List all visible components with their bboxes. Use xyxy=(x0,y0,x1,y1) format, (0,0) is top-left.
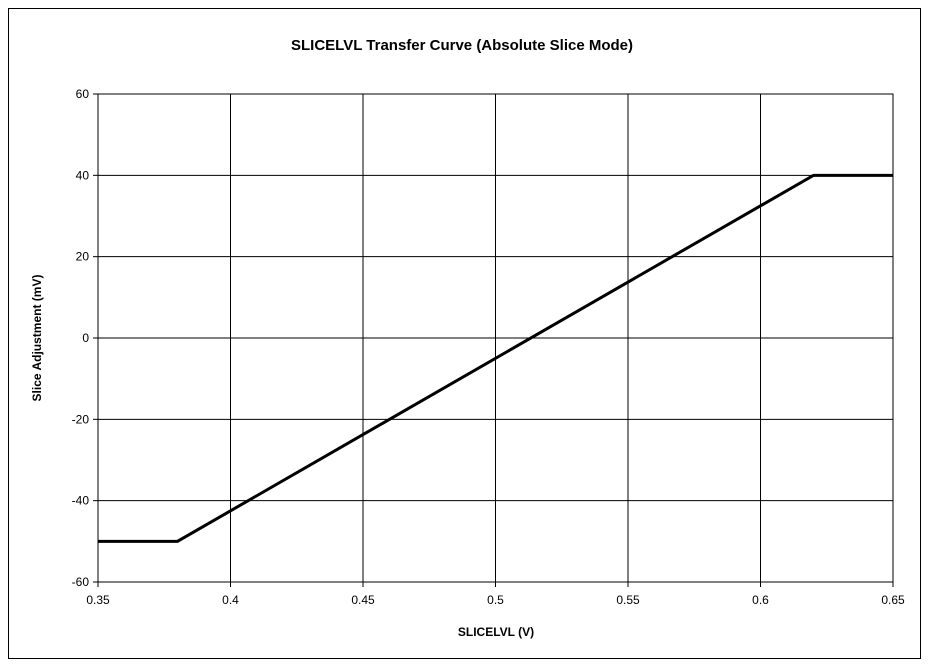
y-tick-label: -40 xyxy=(72,494,90,508)
y-tick-label: 0 xyxy=(82,331,89,345)
y-tick-label: -60 xyxy=(72,575,90,589)
x-tick-label: 0.6 xyxy=(752,593,769,607)
y-tick-label: 20 xyxy=(76,250,90,264)
y-tick-label: 60 xyxy=(76,87,90,101)
x-axis-title: SLICELVL (V) xyxy=(458,625,534,639)
x-tick-label: 0.35 xyxy=(86,593,110,607)
y-tick-label: 40 xyxy=(76,168,90,182)
x-tick-label: 0.45 xyxy=(351,593,375,607)
chart-frame xyxy=(8,8,921,659)
x-axis-ticks: 0.35 0.4 0.45 0.5 0.55 0.6 0.65 xyxy=(86,582,905,607)
x-tick-label: 0.55 xyxy=(616,593,640,607)
y-axis-title: Slice Adjustment (mV) xyxy=(30,275,44,402)
x-tick-label: 0.65 xyxy=(881,593,905,607)
series-lines xyxy=(98,173,893,543)
grid-lines xyxy=(97,93,894,583)
y-tick-label: -20 xyxy=(72,412,90,426)
y-axis-ticks: 60 40 20 0 -20 -40 -60 xyxy=(72,87,98,589)
series-line xyxy=(98,173,893,543)
x-tick-label: 0.4 xyxy=(222,593,239,607)
x-tick-label: 0.5 xyxy=(487,593,504,607)
chart-title: SLICELVL Transfer Curve (Absolute Slice … xyxy=(291,37,633,54)
